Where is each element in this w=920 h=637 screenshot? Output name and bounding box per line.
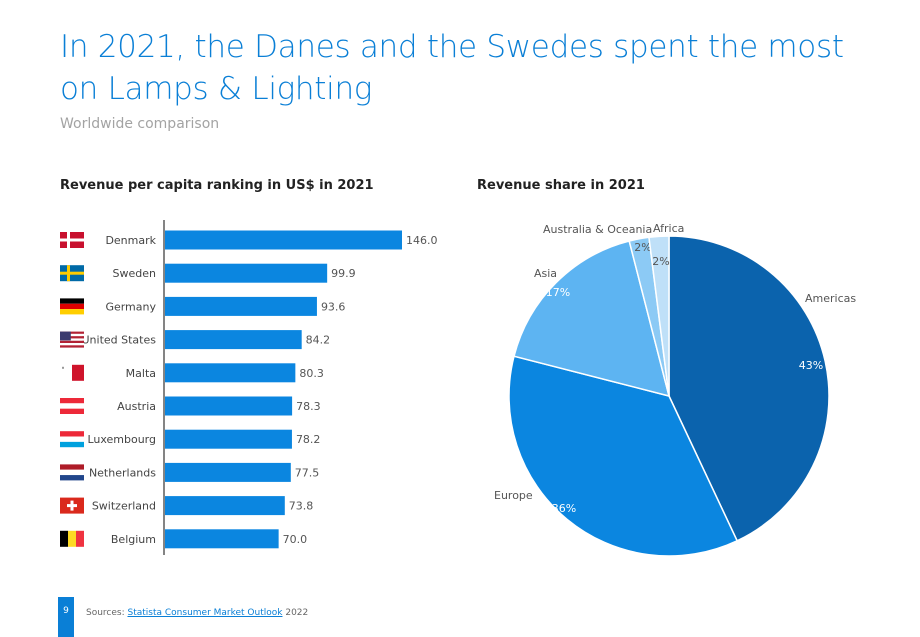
flag-denmark-icon xyxy=(60,232,84,248)
bar-switzerland xyxy=(165,496,285,516)
bar-luxembourg xyxy=(165,429,292,449)
bar-value-label: 146.0 xyxy=(406,234,438,247)
pie-slice-africa xyxy=(648,235,670,397)
pie-slice-europe xyxy=(508,355,739,557)
category-label: Switzerland xyxy=(92,500,156,513)
flag-belgium-icon xyxy=(60,530,84,547)
bar-value-label: 93.6 xyxy=(321,300,346,313)
bar-value-label: 77.5 xyxy=(295,466,320,479)
bar-malta xyxy=(165,363,296,383)
flag-switzerland-icon xyxy=(60,497,84,514)
page-title: In 2021, the Danes and the Swedes spent … xyxy=(60,29,844,107)
category-label: Netherlands xyxy=(89,466,156,479)
category-label: Malta xyxy=(126,367,156,380)
pie-category-label: Asia xyxy=(534,267,557,280)
pie-percent-label: 2% xyxy=(652,255,669,268)
footer-accent-bar xyxy=(58,597,74,637)
bar-austria xyxy=(165,396,293,416)
pie-percent-label: 43% xyxy=(799,359,823,372)
pie-category-label: Africa xyxy=(653,222,684,235)
category-label: Belgium xyxy=(111,533,156,546)
bar-value-label: 73.8 xyxy=(289,500,314,513)
pie-chart-title: Revenue share in 2021 xyxy=(477,178,645,193)
bar-chart-title: Revenue per capita ranking in US$ in 202… xyxy=(60,178,374,193)
pie-category-label: Americas xyxy=(805,292,856,305)
bar-netherlands xyxy=(165,462,291,482)
source-suffix: 2022 xyxy=(282,608,309,618)
flag-netherlands-icon xyxy=(60,464,84,481)
flag-united-states-icon xyxy=(60,331,84,348)
pie-percent-label: 17% xyxy=(546,286,570,299)
bar-united-states xyxy=(165,330,302,350)
bar-value-label: 80.3 xyxy=(299,367,324,380)
pie-percent-label: 2% xyxy=(634,241,651,254)
bar-chart: 146.0 Denmark 99.9 Sweden 93.6 Germany 84.2 Uni… xyxy=(60,220,438,555)
bar-value-label: 99.9 xyxy=(331,267,356,280)
pie-chart: Americas 43% Europe 36% Asia 17% Australia & O… xyxy=(494,222,856,557)
bar-value-label: 84.2 xyxy=(306,334,331,347)
bar-denmark xyxy=(165,230,402,250)
category-label: Austria xyxy=(117,400,156,413)
source-prefix: Sources: xyxy=(86,608,128,618)
bar-sweden xyxy=(165,263,328,283)
page-number: 9 xyxy=(63,606,69,616)
flag-sweden-icon xyxy=(60,265,84,282)
bar-value-label: 78.2 xyxy=(296,433,321,446)
source-note: Sources: Statista Consumer Market Outloo… xyxy=(86,608,308,618)
flag-austria-icon xyxy=(60,398,84,414)
category-label: Sweden xyxy=(113,267,156,280)
category-label: Germany xyxy=(105,300,156,313)
bar-value-label: 78.3 xyxy=(296,400,321,413)
pie-percent-label: 36% xyxy=(552,502,576,515)
pie-slice-asia xyxy=(513,240,671,398)
category-label: United States xyxy=(82,334,157,347)
category-label: Denmark xyxy=(105,234,156,247)
pie-category-label: Europe xyxy=(494,489,533,502)
source-link[interactable]: Statista Consumer Market Outlook xyxy=(127,608,283,618)
page-subtitle: Worldwide comparison xyxy=(60,116,220,132)
pie-slice-americas xyxy=(668,235,830,542)
category-label: Luxembourg xyxy=(87,433,156,446)
flag-germany-icon xyxy=(60,298,84,315)
flag-malta-icon xyxy=(60,364,84,381)
bar-value-label: 70.0 xyxy=(283,533,308,546)
pie-category-label: Australia & Oceania xyxy=(543,223,652,236)
bar-germany xyxy=(165,296,317,316)
bar-belgium xyxy=(165,529,279,549)
flag-luxembourg-icon xyxy=(60,431,84,448)
